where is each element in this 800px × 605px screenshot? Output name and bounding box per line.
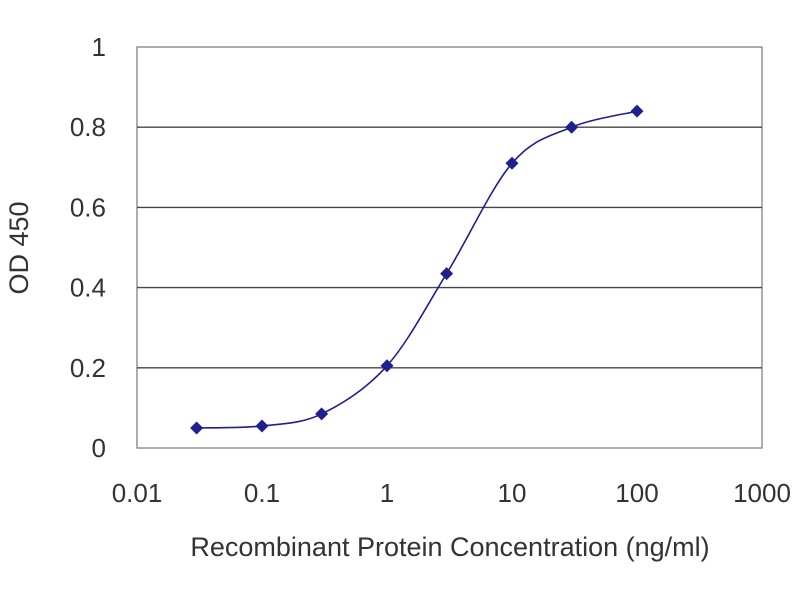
- x-tick-label: 0.01: [112, 478, 163, 508]
- data-point: [630, 104, 644, 118]
- series-layer: [190, 104, 644, 435]
- x-tick-label: 0.1: [244, 478, 280, 508]
- y-tick-label: 0.6: [70, 192, 106, 222]
- plot-area: [136, 46, 763, 449]
- x-tick-label: 100: [615, 478, 658, 508]
- x-tick-labels: 0.01 0.1 1 10 100 1000: [112, 478, 791, 508]
- data-point: [505, 156, 519, 170]
- series-line: [196, 110, 638, 429]
- data-point: [190, 421, 204, 435]
- y-tick-label: 0: [92, 433, 106, 463]
- data-point: [565, 120, 579, 134]
- data-point: [380, 359, 394, 373]
- data-point: [440, 267, 454, 281]
- y-axis-title: OD 450: [4, 201, 34, 294]
- x-tick-label: 1000: [733, 478, 791, 508]
- data-point: [255, 419, 269, 433]
- x-tick-label: 1: [380, 478, 394, 508]
- y-tick-label: 1: [92, 32, 106, 62]
- y-tick-label: 0.2: [70, 353, 106, 383]
- y-tick-label: 0.4: [70, 273, 106, 303]
- x-axis-title: Recombinant Protein Concentration (ng/ml…: [190, 532, 709, 562]
- y-tick-label: 0.8: [70, 112, 106, 142]
- x-tick-label: 10: [498, 478, 527, 508]
- y-tick-labels: 0 0.2 0.4 0.6 0.8 1: [70, 32, 106, 463]
- grid-lines: [137, 126, 762, 369]
- data-point: [315, 407, 329, 421]
